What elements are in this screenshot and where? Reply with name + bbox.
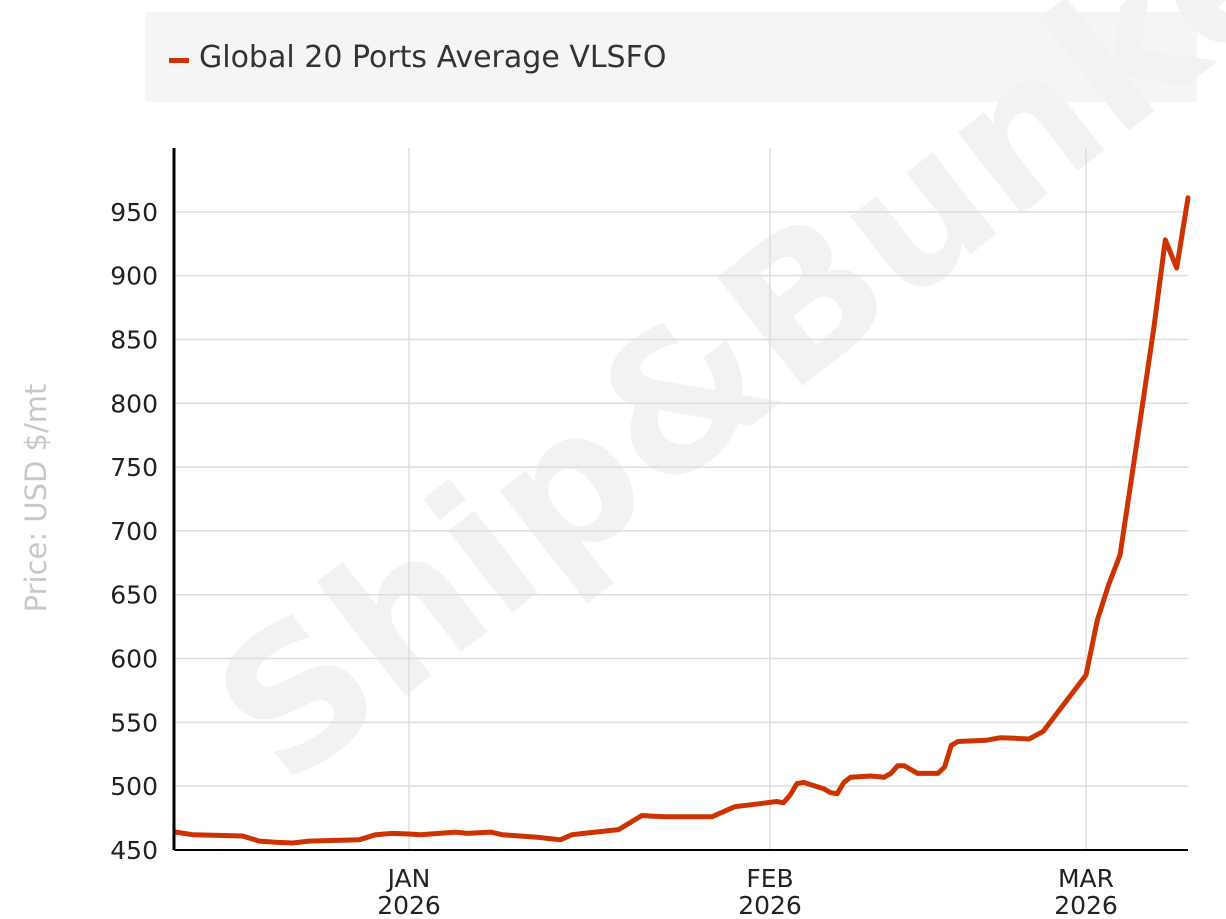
- y-tick-label: 550: [110, 708, 158, 737]
- legend-swatch: [169, 58, 189, 63]
- y-tick-label: 650: [110, 581, 158, 610]
- legend: Global 20 Ports Average VLSFO: [145, 12, 1197, 102]
- y-tick-label: 950: [110, 198, 158, 227]
- x-tick-label: MAR: [1058, 864, 1114, 893]
- x-tick-label: JAN: [386, 864, 431, 893]
- x-tick-label-year: 2026: [738, 891, 802, 919]
- y-tick-labels: 450 500 550 600 650 700 750 800 850 900 950: [110, 198, 158, 865]
- legend-label[interactable]: Global 20 Ports Average VLSFO: [199, 40, 667, 75]
- y-tick-label: 900: [110, 262, 158, 291]
- y-tick-label: 500: [110, 772, 158, 801]
- series-layer: [173, 195, 1191, 846]
- x-tick-label-year: 2026: [1054, 891, 1118, 919]
- y-tick-label: 850: [110, 325, 158, 354]
- grid: [174, 148, 1188, 850]
- y-tick-label: 750: [110, 453, 158, 482]
- y-tick-label: 800: [110, 389, 158, 418]
- y-axis-label: Price: USD $/mt: [19, 384, 53, 613]
- y-tick-label: 700: [110, 517, 158, 546]
- x-tick-label: FEB: [746, 864, 793, 893]
- y-tick-label: 450: [110, 836, 158, 865]
- x-tick-label-year: 2026: [377, 891, 441, 919]
- series-line: [173, 195, 1191, 846]
- y-tick-label: 600: [110, 645, 158, 674]
